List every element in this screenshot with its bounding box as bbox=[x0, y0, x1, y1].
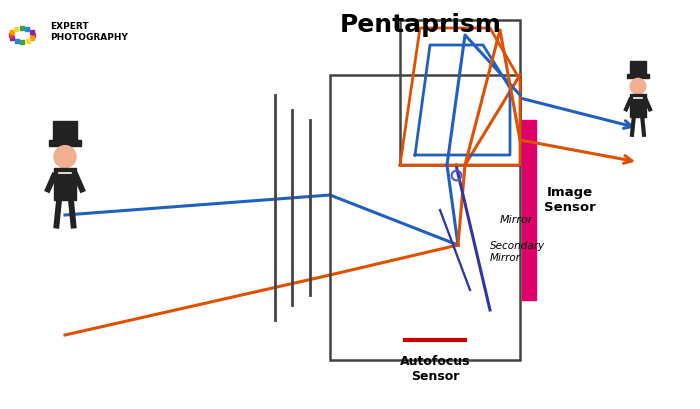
Text: EXPERT
PHOTOGRAPHY: EXPERT PHOTOGRAPHY bbox=[50, 22, 128, 42]
Text: Secondary
Mirror: Secondary Mirror bbox=[490, 241, 545, 263]
Text: Autofocus
Sensor: Autofocus Sensor bbox=[400, 355, 470, 383]
Text: Mirror: Mirror bbox=[500, 215, 533, 225]
Bar bbox=[330, 75, 520, 360]
Text: Image
Sensor: Image Sensor bbox=[544, 186, 596, 214]
Bar bbox=[626, 74, 650, 79]
Bar bbox=[522, 120, 536, 300]
Bar bbox=[54, 168, 76, 200]
Bar bbox=[400, 20, 520, 165]
Text: Pentaprism: Pentaprism bbox=[340, 13, 502, 37]
Circle shape bbox=[54, 146, 76, 168]
Bar bbox=[53, 121, 77, 140]
Bar bbox=[630, 94, 646, 117]
Bar bbox=[629, 61, 646, 74]
Bar bbox=[49, 140, 81, 146]
Circle shape bbox=[630, 79, 646, 94]
